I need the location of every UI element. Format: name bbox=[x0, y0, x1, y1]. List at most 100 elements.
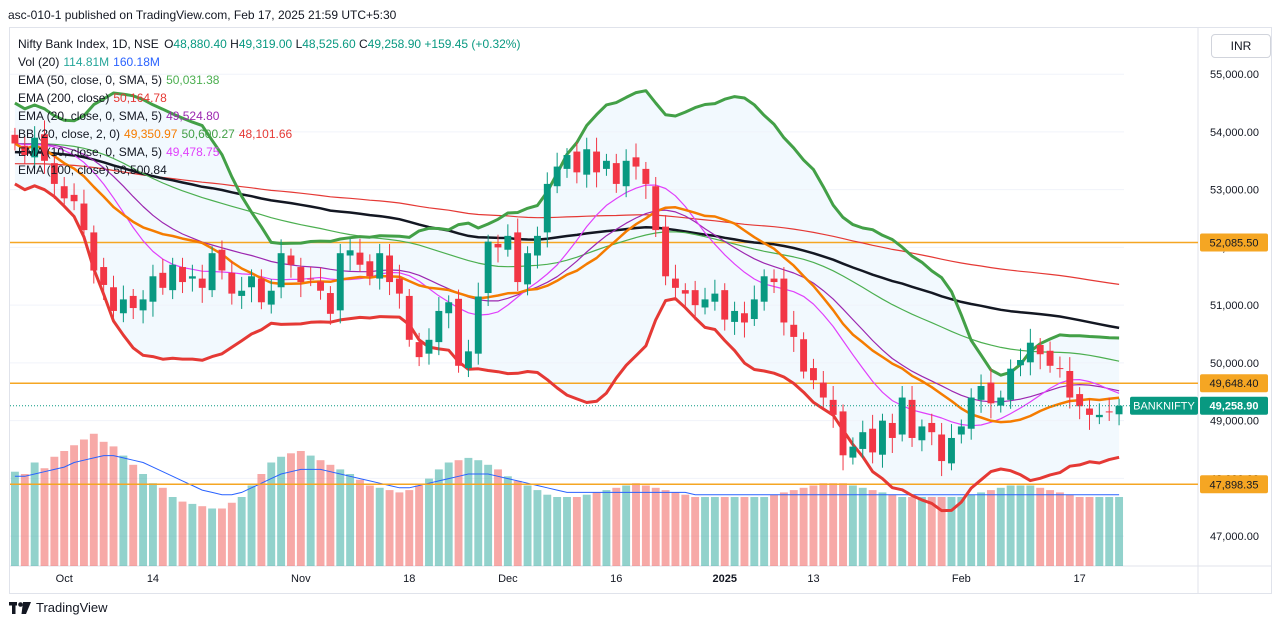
candle-body[interactable] bbox=[21, 145, 29, 156]
candle-body[interactable] bbox=[228, 272, 236, 294]
candle-body[interactable] bbox=[208, 253, 216, 291]
candle-body[interactable] bbox=[50, 163, 58, 184]
candle-body[interactable] bbox=[405, 295, 413, 340]
candle-body[interactable] bbox=[464, 351, 472, 369]
candle-body[interactable] bbox=[41, 134, 48, 161]
candle-body[interactable] bbox=[652, 186, 660, 231]
candle-body[interactable] bbox=[395, 278, 403, 294]
candle-body[interactable] bbox=[800, 339, 808, 372]
candle-body[interactable] bbox=[662, 226, 670, 277]
candle-body[interactable] bbox=[879, 420, 886, 455]
candle-body[interactable] bbox=[701, 299, 709, 308]
candle-body[interactable] bbox=[869, 428, 877, 453]
candle-body[interactable] bbox=[346, 250, 354, 256]
candle-body[interactable] bbox=[839, 411, 847, 456]
candle-body[interactable] bbox=[553, 166, 561, 187]
candle-body[interactable] bbox=[267, 290, 275, 305]
candle-body[interactable] bbox=[1105, 411, 1113, 413]
candle-body[interactable] bbox=[198, 278, 206, 288]
candle-body[interactable] bbox=[445, 302, 453, 314]
candle-body[interactable] bbox=[336, 253, 344, 311]
candle-body[interactable] bbox=[583, 149, 591, 175]
candle-body[interactable] bbox=[60, 186, 68, 199]
candle-body[interactable] bbox=[356, 252, 364, 265]
candle-body[interactable] bbox=[277, 253, 285, 288]
candle-body[interactable] bbox=[691, 290, 699, 306]
symbol-title[interactable]: Nifty Bank Index, 1D, NSE bbox=[18, 37, 159, 51]
candle-body[interactable] bbox=[642, 168, 650, 184]
legend-row[interactable]: BB (20, close, 2, 0) 49,350.97 50,600.27 48… bbox=[18, 125, 520, 143]
candle-body[interactable] bbox=[859, 432, 867, 449]
candle-body[interactable] bbox=[179, 267, 186, 283]
candle-body[interactable] bbox=[307, 278, 315, 280]
candle-body[interactable] bbox=[898, 397, 906, 435]
candle-body[interactable] bbox=[967, 397, 975, 429]
candle-body[interactable] bbox=[948, 437, 955, 464]
candle-body[interactable] bbox=[888, 422, 896, 438]
candle-body[interactable] bbox=[169, 264, 177, 291]
candle-body[interactable] bbox=[1066, 370, 1074, 398]
candle-body[interactable] bbox=[957, 426, 965, 435]
candle-body[interactable] bbox=[474, 296, 482, 354]
candle-body[interactable] bbox=[524, 253, 532, 285]
candle-body[interactable] bbox=[997, 397, 1005, 406]
candle-body[interactable] bbox=[938, 434, 946, 462]
candle-body[interactable] bbox=[741, 313, 748, 323]
candle-body[interactable] bbox=[612, 163, 620, 184]
currency-selector[interactable]: INR bbox=[1211, 34, 1271, 58]
legend-row[interactable]: EMA (200, close) 50,164.78 bbox=[18, 89, 520, 107]
candle-body[interactable] bbox=[1115, 405, 1123, 415]
candle-body[interactable] bbox=[435, 310, 443, 343]
candle-body[interactable] bbox=[632, 157, 640, 167]
candle-body[interactable] bbox=[110, 287, 117, 311]
candle-body[interactable] bbox=[1046, 350, 1054, 366]
candle-body[interactable] bbox=[297, 267, 305, 283]
candle-body[interactable] bbox=[790, 324, 798, 337]
tradingview-logo[interactable]: TradingView bbox=[9, 600, 108, 615]
candle-body[interactable] bbox=[188, 276, 196, 279]
legend-row[interactable]: EMA (10, close, 0, SMA, 5) 49,478.75 bbox=[18, 143, 520, 161]
candle-body[interactable] bbox=[218, 249, 226, 271]
legend-row[interactable]: EMA (50, close, 0, SMA, 5) 50,031.38 bbox=[18, 71, 520, 89]
candle-body[interactable] bbox=[543, 183, 551, 233]
candle-body[interactable] bbox=[31, 137, 39, 158]
candle-body[interactable] bbox=[376, 253, 384, 279]
candle-body[interactable] bbox=[287, 255, 295, 265]
candle-body[interactable] bbox=[238, 290, 246, 296]
candle-body[interactable] bbox=[1056, 368, 1064, 370]
candle-body[interactable] bbox=[366, 261, 374, 277]
candle-body[interactable] bbox=[149, 276, 157, 302]
candle-body[interactable] bbox=[671, 278, 679, 288]
candle-body[interactable] bbox=[455, 298, 463, 366]
candle-body[interactable] bbox=[563, 155, 571, 169]
candle-body[interactable] bbox=[829, 399, 837, 415]
candle-body[interactable] bbox=[928, 422, 936, 433]
candle-body[interactable] bbox=[593, 151, 601, 173]
candle-body[interactable] bbox=[317, 281, 324, 291]
candle-body[interactable] bbox=[573, 151, 581, 173]
candle-body[interactable] bbox=[514, 232, 522, 283]
candle-body[interactable] bbox=[533, 235, 541, 256]
candle-body[interactable] bbox=[731, 310, 739, 322]
candle-body[interactable] bbox=[602, 160, 610, 169]
candle-body[interactable] bbox=[1036, 345, 1044, 355]
candle-body[interactable] bbox=[129, 295, 137, 309]
candle-body[interactable] bbox=[1076, 394, 1084, 407]
candle-body[interactable] bbox=[326, 293, 334, 314]
candle-body[interactable] bbox=[918, 426, 926, 441]
candle-body[interactable] bbox=[780, 278, 788, 323]
candle-body[interactable] bbox=[987, 382, 995, 404]
candle-body[interactable] bbox=[711, 293, 719, 302]
candle-body[interactable] bbox=[977, 386, 985, 400]
candle-body[interactable] bbox=[119, 299, 127, 314]
candle-body[interactable] bbox=[622, 160, 630, 187]
candle-body[interactable] bbox=[80, 203, 88, 231]
candle-body[interactable] bbox=[70, 194, 78, 202]
candle-body[interactable] bbox=[819, 382, 827, 398]
candle-body[interactable] bbox=[248, 276, 255, 288]
candle-body[interactable] bbox=[139, 299, 147, 311]
candle-body[interactable] bbox=[386, 255, 393, 283]
candle-body[interactable] bbox=[100, 267, 108, 285]
candle-body[interactable] bbox=[1026, 342, 1034, 363]
